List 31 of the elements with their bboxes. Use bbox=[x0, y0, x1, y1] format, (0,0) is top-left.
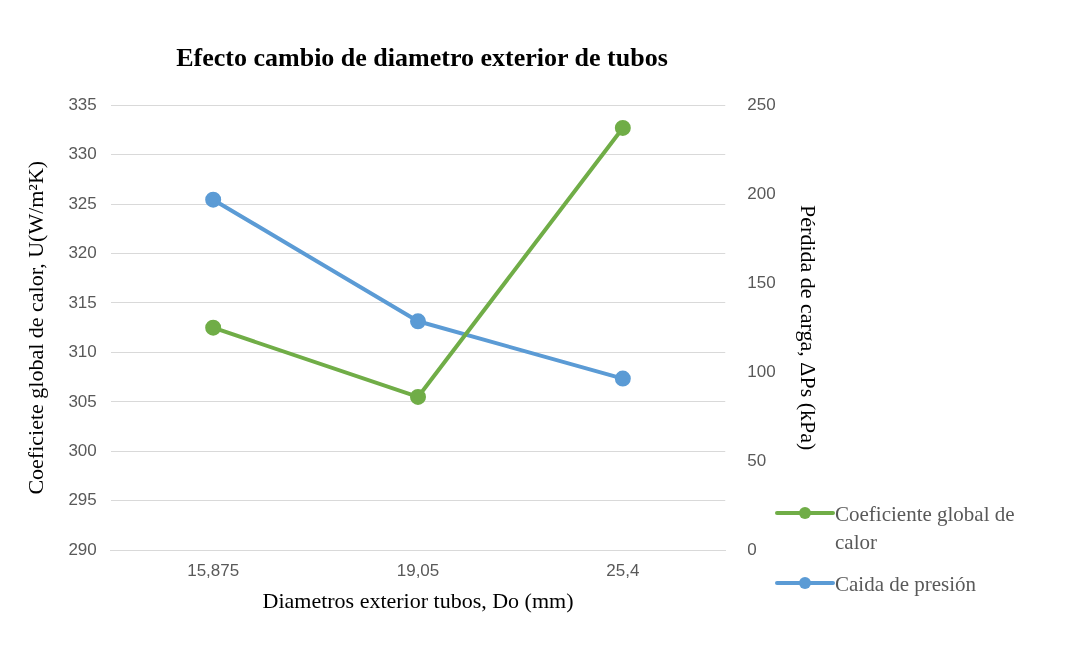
point bbox=[410, 388, 426, 405]
chart-title: Efecto cambio de diametro exterior de tubos bbox=[176, 43, 668, 73]
x-axis-title: Diametros exterior tubos, Do (mm) bbox=[262, 587, 574, 613]
y2-tick-label: 150 bbox=[747, 272, 776, 292]
y-tick-label: 300 bbox=[68, 441, 97, 460]
y-tick-label: 295 bbox=[68, 490, 97, 510]
point bbox=[410, 313, 426, 330]
y2-axis-title: Pérdida de carga, ΔPs (kPa) bbox=[796, 205, 822, 451]
y-tick-label: 290 bbox=[68, 539, 97, 559]
y-tick-label: 320 bbox=[68, 243, 97, 263]
y2-tick-label: 0 bbox=[747, 539, 757, 559]
point bbox=[205, 319, 222, 336]
y-tick-label: 330 bbox=[68, 144, 97, 164]
y-tick-label: 315 bbox=[68, 292, 97, 312]
y-axis-title: Coeficiete global de calor, U(W/m²K) bbox=[22, 160, 48, 495]
y-tick-label: 305 bbox=[68, 391, 97, 411]
y2-tick-label: 200 bbox=[747, 183, 776, 203]
point bbox=[614, 370, 631, 387]
point bbox=[614, 119, 631, 136]
legend-label: Coeficiente global de calor bbox=[835, 501, 1016, 556]
y-tick-label: 310 bbox=[68, 342, 97, 362]
y2-tick-label: 250 bbox=[747, 94, 776, 114]
x-tick-label: 15,875 bbox=[187, 561, 240, 581]
y2-tick-label: 100 bbox=[747, 361, 776, 381]
y-tick-label: 335 bbox=[68, 94, 97, 114]
point bbox=[205, 191, 222, 208]
legend-label: Caida de presión bbox=[835, 571, 978, 598]
x-tick-label: 25,4 bbox=[606, 561, 640, 581]
y-tick-label: 325 bbox=[68, 193, 97, 213]
y2-tick-label: 50 bbox=[747, 450, 767, 470]
x-tick-label: 19,05 bbox=[396, 561, 440, 581]
